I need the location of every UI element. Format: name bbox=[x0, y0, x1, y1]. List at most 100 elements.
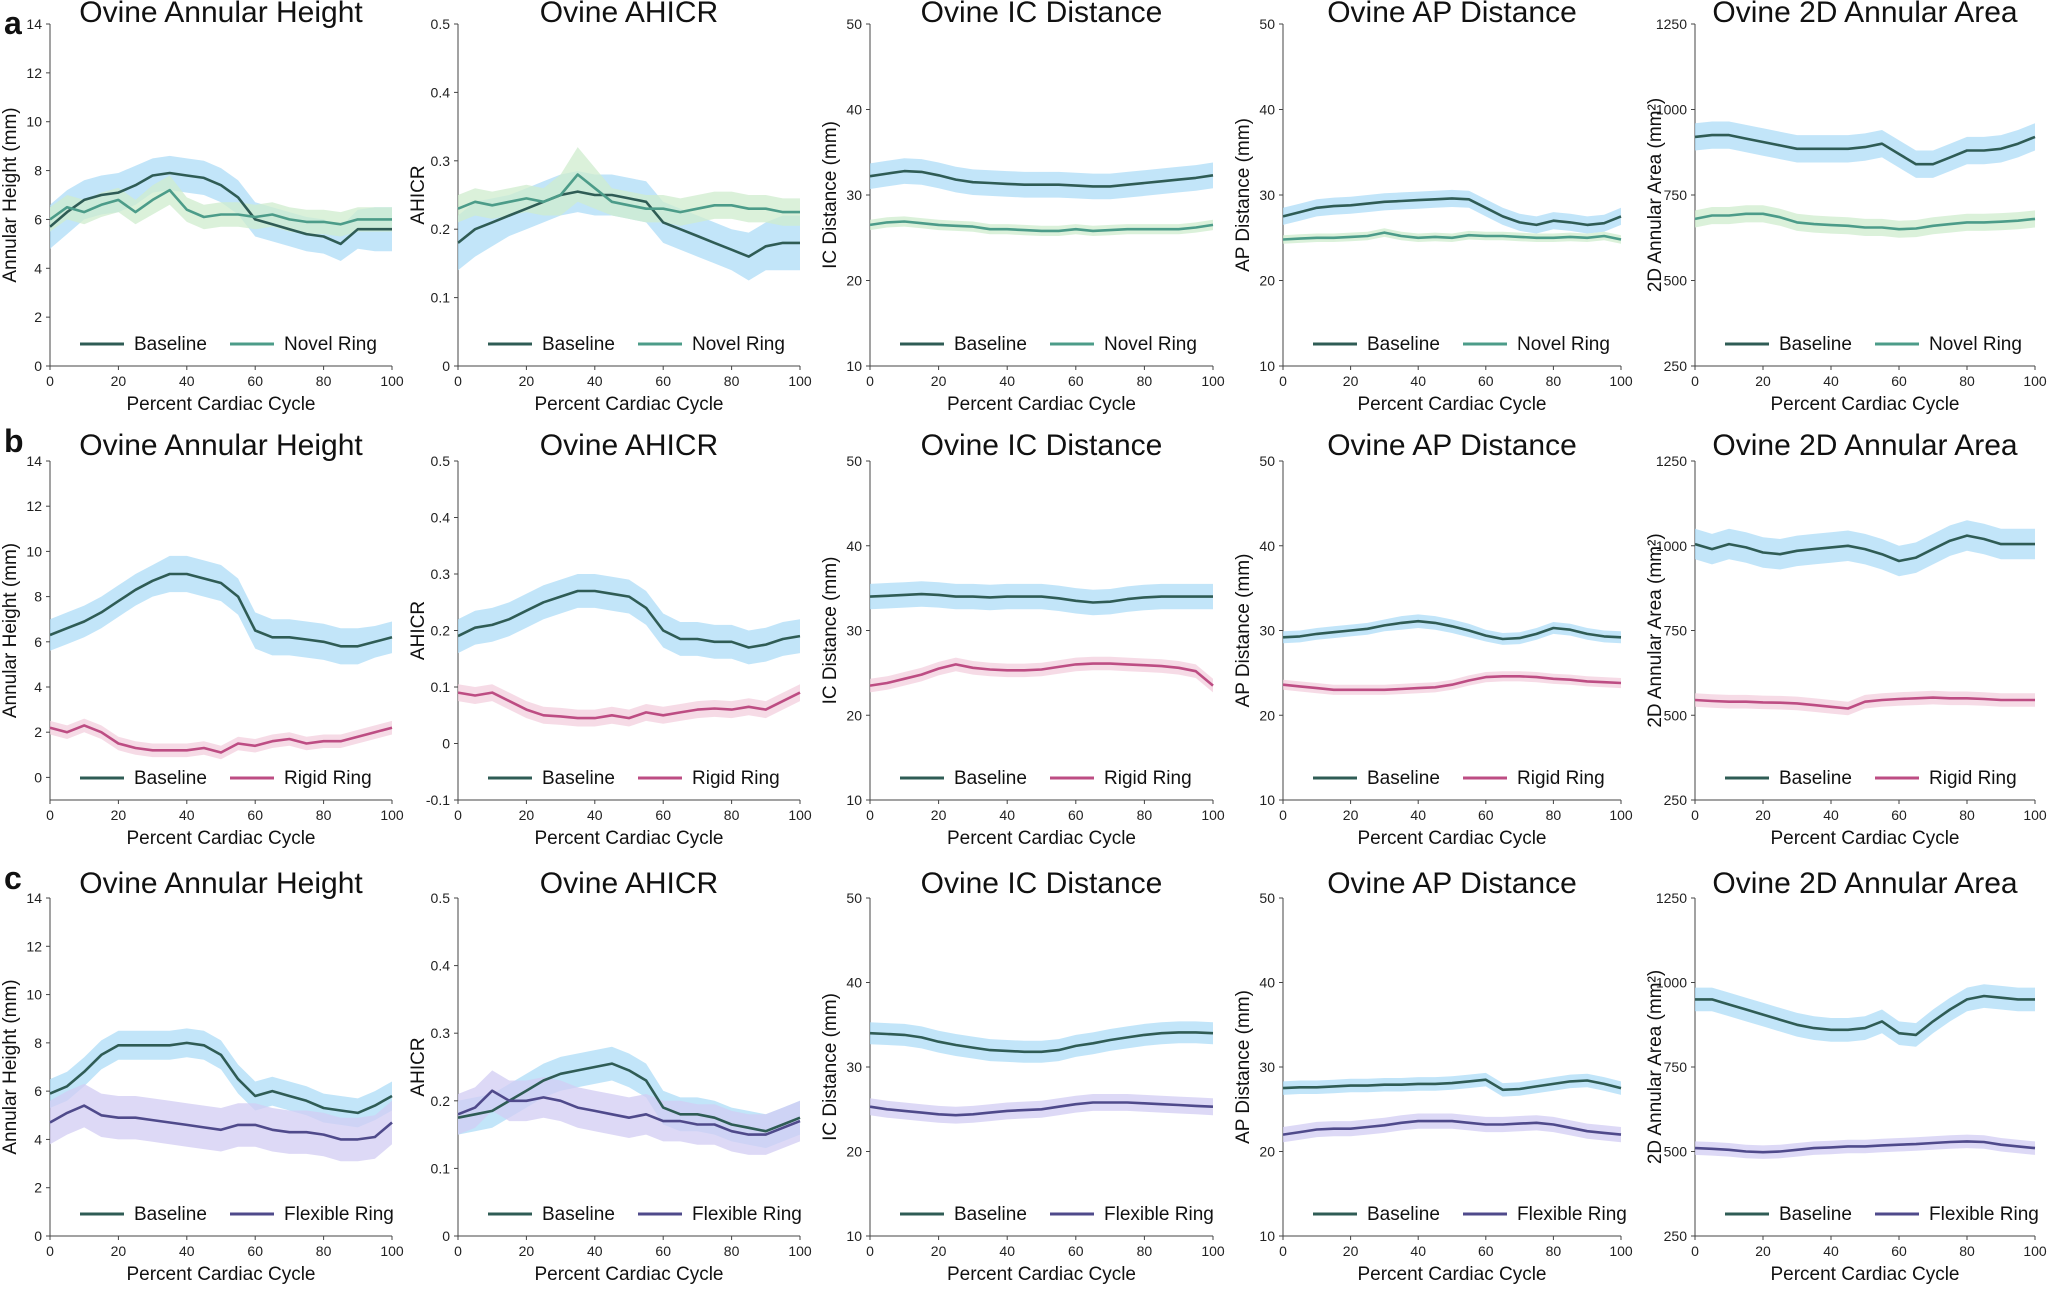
chart-title: Ovine IC Distance bbox=[921, 867, 1163, 900]
series-band-baseline bbox=[1695, 984, 2035, 1047]
x-axis-label: Percent Cardiac Cycle bbox=[126, 394, 315, 415]
x-tick-label: 40 bbox=[999, 1243, 1015, 1259]
y-axis-label: 2D Annular Area (mm²) bbox=[1645, 970, 1666, 1164]
chart-title: Ovine AP Distance bbox=[1327, 867, 1577, 900]
legend-label: Flexible Ring bbox=[1104, 1204, 1214, 1225]
y-tick-label: 250 bbox=[1664, 358, 1688, 374]
x-tick-label: 0 bbox=[866, 1243, 874, 1259]
legend-label: Baseline bbox=[1779, 768, 1852, 789]
legend-label: Novel Ring bbox=[1517, 334, 1610, 355]
legend-label: Flexible Ring bbox=[692, 1204, 802, 1225]
row-label-c: c bbox=[4, 860, 22, 896]
legend: Baseline Novel Ring bbox=[1725, 334, 2022, 355]
legend: Baseline Flexible Ring bbox=[900, 1204, 1214, 1225]
x-tick-label: 0 bbox=[46, 807, 54, 823]
y-tick-label: 10 bbox=[846, 358, 862, 374]
x-tick-label: 100 bbox=[2023, 807, 2047, 823]
series-line-baseline bbox=[49, 1041, 393, 1115]
chart-title: Ovine IC Distance bbox=[921, 429, 1163, 462]
chart-panel-a2: Ovine AHICR 0 0.1 0.2 0.3 0.4 0.5 0 20 40 60 80 100 P… bbox=[408, 0, 812, 415]
y-tick-label: 40 bbox=[846, 102, 862, 118]
y-tick-label: 250 bbox=[1664, 1228, 1688, 1244]
x-tick-label: 0 bbox=[454, 1243, 462, 1259]
x-tick-label: 0 bbox=[866, 807, 874, 823]
y-tick-label: 0 bbox=[442, 358, 450, 374]
x-tick-label: 60 bbox=[1068, 807, 1084, 823]
y-tick-label: 0.5 bbox=[431, 16, 451, 32]
series-band-baseline bbox=[1695, 121, 2035, 178]
y-axis-label: IC Distance (mm) bbox=[820, 993, 841, 1141]
x-tick-label: 0 bbox=[1279, 373, 1287, 389]
x-tick-label: 20 bbox=[111, 807, 127, 823]
legend-label: Novel Ring bbox=[284, 334, 377, 355]
x-axis-label: Percent Cardiac Cycle bbox=[534, 1264, 723, 1285]
chart-panel-c4: Ovine AP Distance 10 20 30 40 50 0 20 40 60 80 100 P… bbox=[1233, 867, 1633, 1285]
series-band-novel-ring bbox=[1695, 205, 2035, 238]
x-tick-label: 80 bbox=[724, 1243, 740, 1259]
x-tick-label: 80 bbox=[1137, 1243, 1153, 1259]
legend-label: Baseline bbox=[954, 334, 1027, 355]
chart-panel-b1: Ovine Annular Height 0 2 4 6 8 10 12 14 0 20 40 60 80… bbox=[0, 429, 404, 849]
series-band-rigid-ring bbox=[1283, 671, 1621, 695]
y-tick-label: 4 bbox=[34, 679, 42, 695]
series-line-rigid-ring bbox=[1282, 675, 1622, 692]
y-tick-label: 30 bbox=[1259, 187, 1275, 203]
legend: Baseline Flexible Ring bbox=[1725, 1204, 2039, 1225]
x-tick-label: 20 bbox=[519, 807, 535, 823]
series-line-baseline bbox=[869, 169, 1214, 188]
y-tick-label: 500 bbox=[1664, 707, 1688, 723]
x-tick-label: 0 bbox=[46, 1243, 54, 1259]
y-tick-label: 0 bbox=[34, 769, 42, 785]
x-tick-label: 100 bbox=[1609, 807, 1633, 823]
series-line-baseline bbox=[1282, 197, 1622, 227]
series-band-baseline bbox=[50, 1028, 392, 1128]
series-line-baseline bbox=[869, 592, 1213, 604]
legend-label: Rigid Ring bbox=[1104, 768, 1192, 789]
y-axis-label: 2D Annular Area (mm²) bbox=[1645, 98, 1666, 292]
x-axis-label: Percent Cardiac Cycle bbox=[534, 394, 723, 415]
legend-label: Baseline bbox=[1779, 1204, 1852, 1225]
x-tick-label: 60 bbox=[247, 1243, 263, 1259]
x-tick-label: 20 bbox=[1343, 373, 1359, 389]
y-tick-label: 1250 bbox=[1656, 453, 1687, 469]
legend-label: Rigid Ring bbox=[692, 768, 780, 789]
x-tick-label: 60 bbox=[655, 373, 671, 389]
y-axis-label: IC Distance (mm) bbox=[820, 557, 841, 705]
x-axis-label: Percent Cardiac Cycle bbox=[1357, 1264, 1546, 1285]
y-tick-label: 6 bbox=[34, 1083, 42, 1099]
x-tick-label: 40 bbox=[587, 807, 603, 823]
y-tick-label: 20 bbox=[1259, 707, 1275, 723]
chart-panel-c5: Ovine 2D Annular Area 250 500 750 1000 1250 0 2… bbox=[1645, 867, 2047, 1285]
series-band-flexible-ring bbox=[1283, 1113, 1621, 1143]
chart-panel-a1: Ovine Annular Height 0 2 4 6 8 10 12 14 0 20 40 60 80… bbox=[0, 0, 404, 415]
y-tick-label: 50 bbox=[846, 16, 862, 32]
y-axis-label: AP Distance (mm) bbox=[1233, 554, 1254, 708]
series-line-baseline bbox=[1694, 534, 2035, 563]
series-line-rigid-ring bbox=[49, 724, 393, 754]
x-axis-label: Percent Cardiac Cycle bbox=[947, 828, 1136, 849]
x-tick-label: 40 bbox=[1823, 807, 1839, 823]
chart-title: Ovine 2D Annular Area bbox=[1712, 429, 2018, 462]
x-tick-label: 20 bbox=[931, 1243, 947, 1259]
series-line-baseline bbox=[49, 171, 392, 246]
series-line-baseline bbox=[1282, 619, 1622, 641]
y-tick-label: 30 bbox=[846, 1059, 862, 1075]
y-axis-label: AHICR bbox=[408, 1037, 429, 1096]
chart-title: Ovine Annular Height bbox=[79, 0, 363, 29]
y-axis-label: AHICR bbox=[408, 165, 429, 224]
chart-title: Ovine IC Distance bbox=[921, 0, 1163, 29]
series-line-flexible-ring bbox=[49, 1104, 393, 1141]
x-tick-label: 60 bbox=[655, 807, 671, 823]
x-tick-label: 20 bbox=[111, 373, 127, 389]
y-tick-label: 4 bbox=[34, 1131, 42, 1147]
y-tick-label: 0.3 bbox=[431, 153, 451, 169]
y-tick-label: 0.3 bbox=[431, 1025, 451, 1041]
y-tick-label: 10 bbox=[26, 543, 42, 559]
x-tick-label: 20 bbox=[1343, 807, 1359, 823]
x-axis-label: Percent Cardiac Cycle bbox=[534, 828, 723, 849]
x-tick-label: 80 bbox=[1959, 1243, 1975, 1259]
y-tick-label: 10 bbox=[846, 792, 862, 808]
y-axis-label: Annular Height (mm) bbox=[0, 107, 21, 282]
y-tick-label: 12 bbox=[26, 65, 42, 81]
x-tick-label: 100 bbox=[2023, 373, 2047, 389]
